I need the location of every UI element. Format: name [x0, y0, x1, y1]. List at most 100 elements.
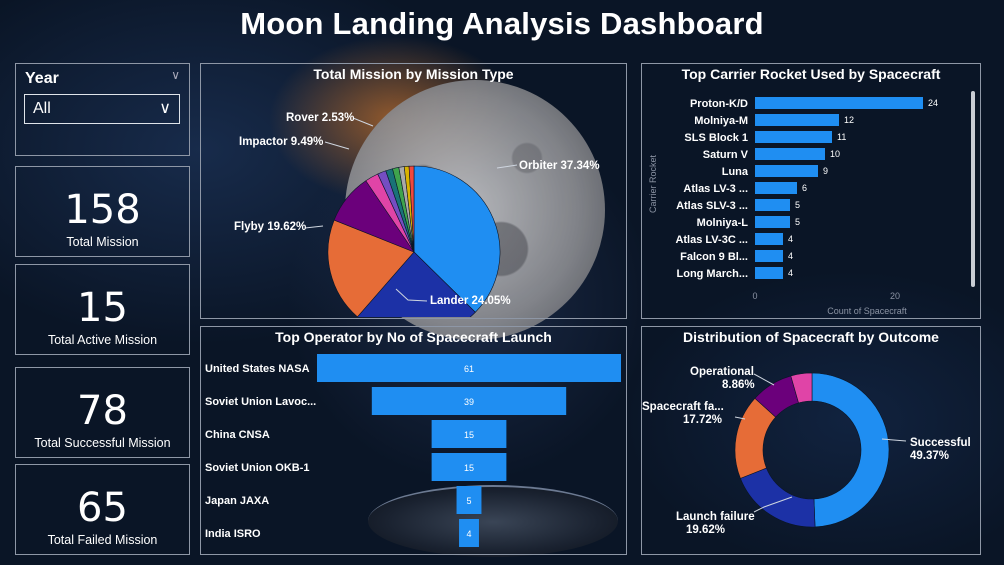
bar-value-label: 4 [788, 268, 793, 278]
rocket-bar[interactable] [755, 114, 839, 126]
carrier-rocket-panel: Top Carrier Rocket Used by Spacecraft Pr… [641, 63, 981, 319]
operator-label: Soviet Union OKB-1 [205, 462, 310, 474]
operator-value-label: 61 [464, 364, 474, 374]
kpi-total-active-mission: 15 Total Active Mission [15, 264, 190, 355]
slice-lander[interactable] [357, 251, 476, 317]
operator-value-label: 15 [464, 463, 474, 473]
x-axis-title: Count of Spacecraft [827, 306, 907, 316]
mission-type-pie-chart[interactable]: Orbiter 37.34% Lander 24.05% Flyby 19.62% I… [201, 64, 625, 317]
operator-panel: Top Operator by No of Spacecraft Launch … [200, 326, 627, 555]
kpi-label: Total Successful Mission [34, 436, 171, 450]
operator-bar[interactable] [431, 420, 507, 448]
kpi-label: Total Active Mission [47, 333, 158, 347]
scrollbar[interactable] [971, 91, 975, 287]
slice-label: Lander 24.05% [430, 295, 511, 307]
operator-bar[interactable] [371, 387, 567, 415]
operator-value-label: 4 [466, 529, 471, 539]
rocket-bar[interactable] [755, 199, 790, 211]
leader-line [496, 164, 518, 169]
operator-bar[interactable] [317, 354, 621, 382]
panel-title: Total Mission by Mission Type [313, 66, 514, 82]
year-dropdown[interactable]: All ∨ [24, 94, 180, 124]
dropdown-arrow-icon: ∨ [159, 100, 171, 117]
chevron-down-icon[interactable]: ∨ [171, 68, 180, 82]
rocket-bar[interactable] [755, 97, 923, 109]
operator-label: Japan JAXA [205, 495, 269, 507]
operator-bar[interactable] [456, 486, 482, 514]
x-tick-label: 20 [890, 291, 900, 301]
leader-line [753, 373, 775, 386]
kpi-value: 65 [77, 485, 128, 531]
bar-value-label: 4 [788, 234, 793, 244]
bar-value-label: 9 [823, 166, 828, 176]
bar-category-label: Molniya-L [697, 217, 749, 229]
slice-label: Operational [690, 366, 754, 378]
operator-label: China CNSA [205, 429, 270, 441]
slice-label: Spacecraft fa... [642, 401, 724, 413]
operator-label: India ISRO [205, 528, 261, 540]
slice-label: Impactor 9.49% [239, 136, 323, 148]
rocket-bar[interactable] [755, 148, 825, 160]
bar-value-label: 11 [837, 132, 846, 142]
rocket-bar[interactable] [755, 165, 818, 177]
bar-category-label: Atlas SLV-3 ... [676, 200, 748, 212]
bar-category-label: Proton-K/D [690, 98, 748, 110]
rocket-bar[interactable] [755, 182, 797, 194]
leader-line [734, 416, 746, 420]
bar-category-label: Luna [722, 166, 749, 178]
bar-category-label: Molniya-M [694, 115, 748, 127]
leader-line [304, 225, 324, 229]
bar-value-label: 4 [788, 251, 793, 261]
slice-label: Orbiter 37.34% [519, 160, 600, 172]
rocket-bar[interactable] [755, 233, 783, 245]
slice-other-4[interactable] [790, 372, 813, 404]
leader-line [352, 117, 374, 127]
slice-percent: 19.62% [686, 524, 725, 536]
slice-label: Launch failure [676, 511, 755, 523]
bar-category-label: Atlas LV-3 ... [683, 183, 748, 195]
bar-value-label: 24 [928, 98, 938, 108]
mission-type-pie-panel: Total Mission by Mission Type Orbiter 37… [200, 63, 627, 319]
outcome-panel: Distribution of Spacecraft by Outcome Su… [641, 326, 981, 555]
operator-bar[interactable] [431, 453, 507, 481]
slice-label: Successful [910, 437, 971, 449]
rocket-bar[interactable] [755, 250, 783, 262]
panel-title: Top Carrier Rocket Used by Spacecraft [681, 66, 941, 82]
slice-flyby[interactable] [327, 219, 415, 317]
kpi-value: 158 [64, 187, 141, 233]
operator-funnel-chart[interactable]: United States NASA 61 Soviet Union Lavoc..… [201, 327, 625, 553]
operator-label: United States NASA [205, 363, 310, 375]
rocket-bar[interactable] [755, 216, 790, 228]
bar-category-label: SLS Block 1 [684, 132, 748, 144]
year-dropdown-value: All [33, 100, 51, 117]
dashboard-title: Moon Landing Analysis Dashboard [240, 6, 764, 41]
rocket-bar[interactable] [755, 131, 832, 143]
slice-successful[interactable] [811, 372, 890, 528]
pedestal-background [368, 485, 618, 557]
carrier-rocket-bar-chart[interactable]: Proton-K/D 24 Molniya-M 12 SLS Block 1 11 Satu… [642, 64, 979, 317]
leader-line [881, 438, 907, 442]
slice-other-10[interactable] [408, 165, 415, 253]
bar-category-label: Long March... [677, 268, 749, 280]
bar-category-label: Saturn V [703, 149, 749, 161]
panel-title: Top Operator by No of Spacecraft Launch [275, 329, 552, 345]
kpi-total-successful-mission: 78 Total Successful Mission [15, 367, 190, 458]
slice-percent: 8.86% [722, 379, 755, 391]
bar-value-label: 6 [802, 183, 807, 193]
operator-bar[interactable] [459, 519, 479, 547]
operator-value-label: 15 [464, 430, 474, 440]
kpi-label: Total Failed Mission [47, 533, 158, 547]
rocket-bar[interactable] [755, 267, 783, 279]
kpi-total-failed-mission: 65 Total Failed Mission [15, 464, 190, 555]
kpi-value: 78 [77, 388, 128, 434]
leader-line [753, 496, 793, 513]
leader-line [324, 141, 350, 150]
panel-title: Distribution of Spacecraft by Outcome [683, 329, 939, 345]
slice-label: Rover 2.53% [286, 112, 354, 124]
slice-percent: 17.72% [683, 414, 722, 426]
slicer-label: Year [25, 70, 59, 87]
operator-label: Soviet Union Lavoc... [205, 396, 316, 408]
x-tick-label: 0 [752, 291, 757, 301]
slice-orbiter[interactable] [413, 165, 501, 313]
